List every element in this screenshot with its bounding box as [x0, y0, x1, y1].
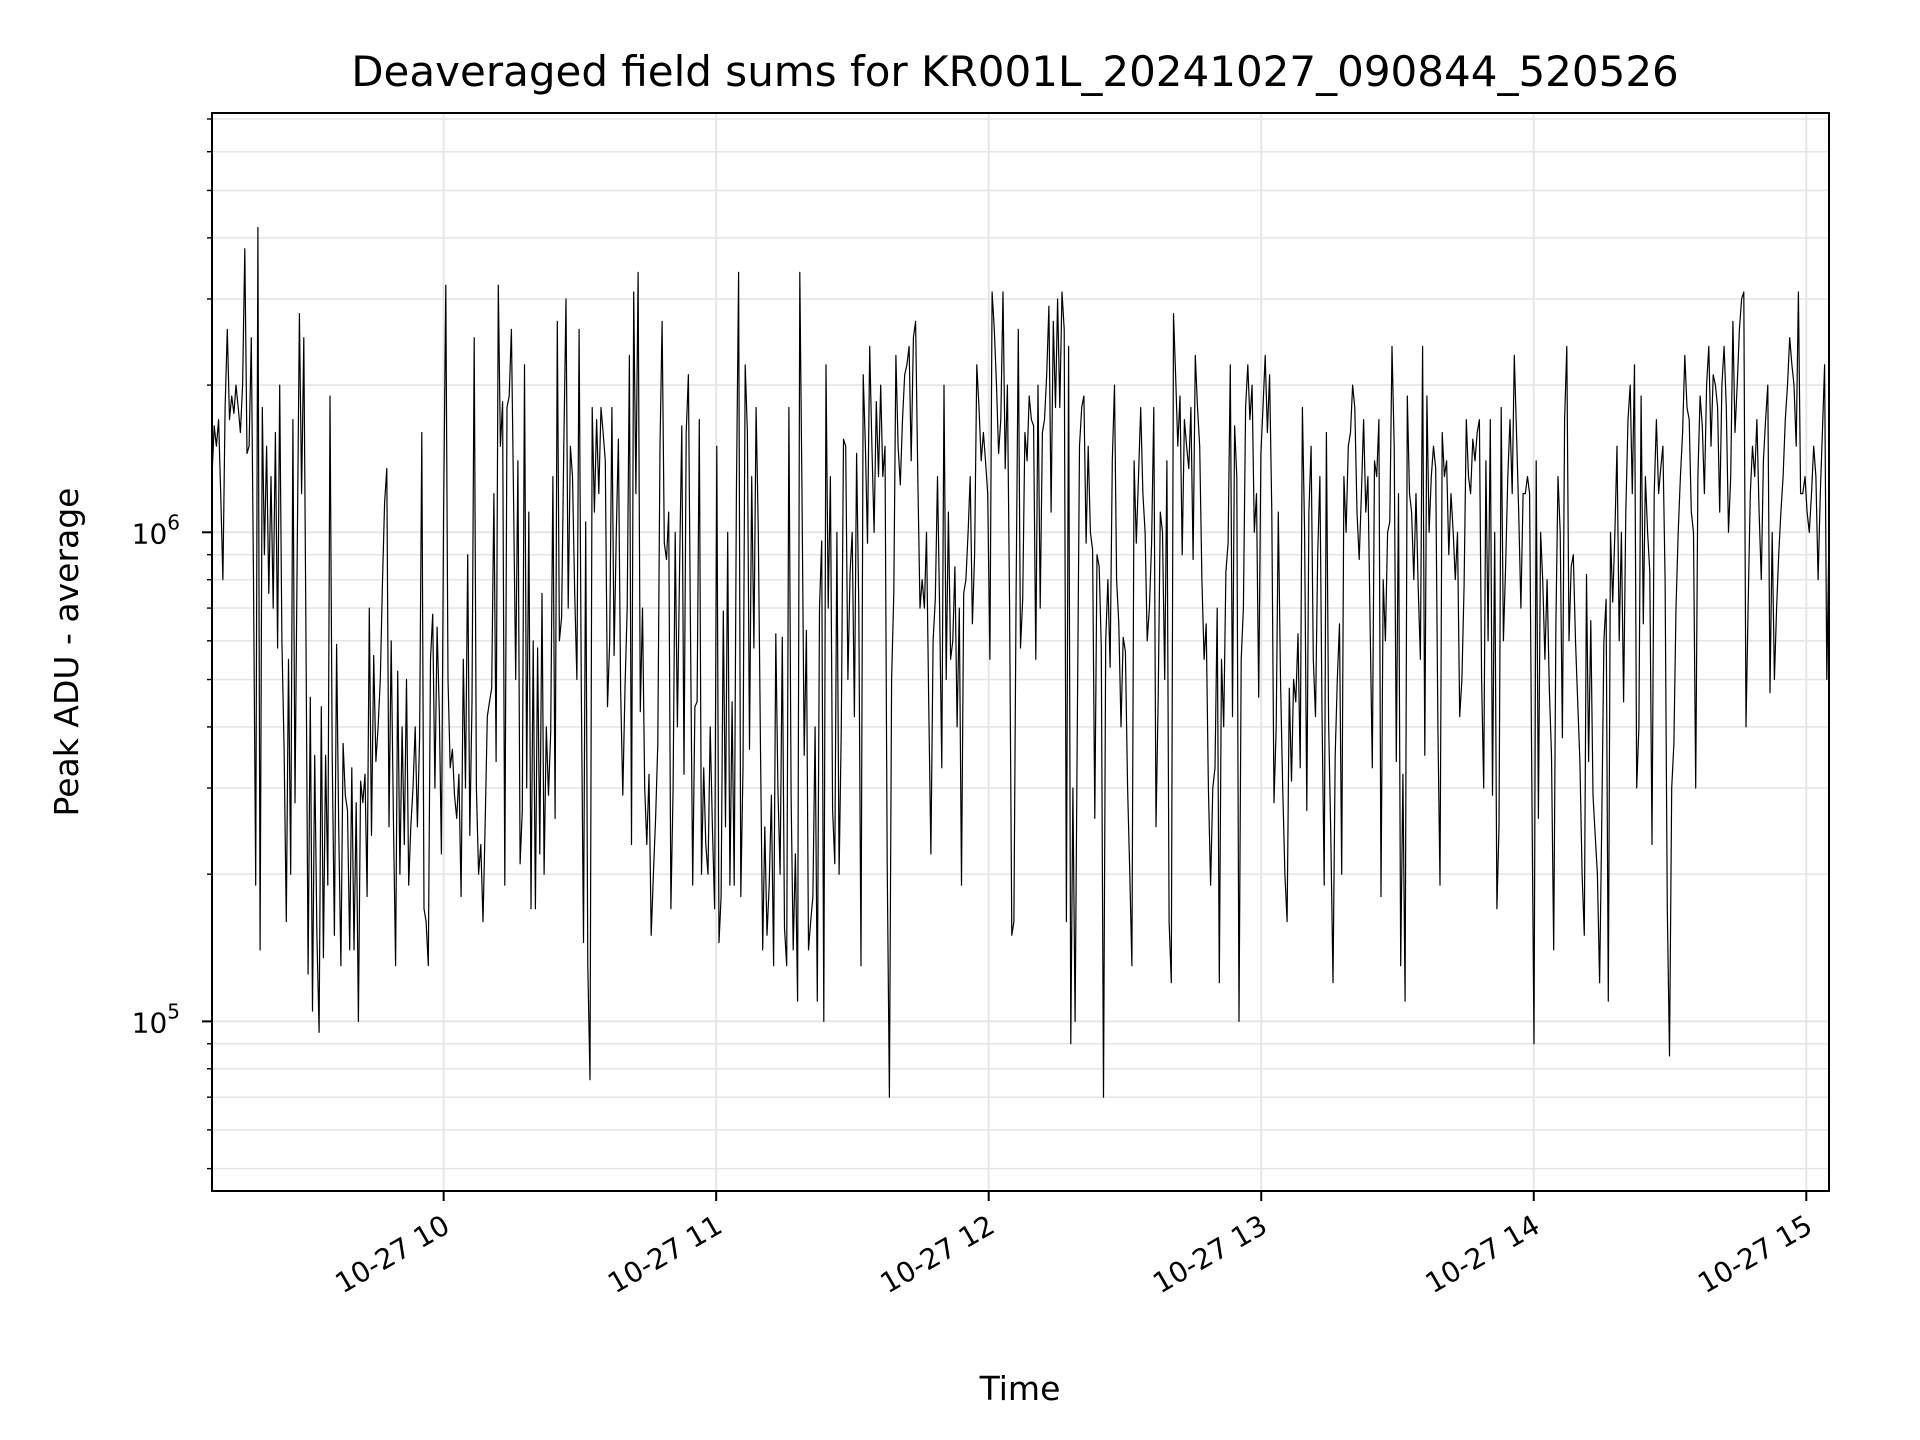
x-axis-label: Time	[979, 1369, 1061, 1408]
y-tick-label: 106	[132, 510, 180, 550]
y-tick-label-exponent: 5	[167, 999, 180, 1023]
chart-title: Deaveraged field sums for KR001L_2024102…	[351, 47, 1679, 96]
series-line	[211, 226, 1830, 1098]
y-tick-label: 105	[132, 999, 180, 1039]
plot-frame	[211, 112, 1830, 1192]
y-tick-label-base: 10	[132, 1006, 168, 1039]
y-axis-label: Peak ADU - average	[47, 488, 86, 817]
y-tick-label-exponent: 6	[167, 510, 180, 534]
y-tick-label-base: 10	[132, 517, 168, 550]
